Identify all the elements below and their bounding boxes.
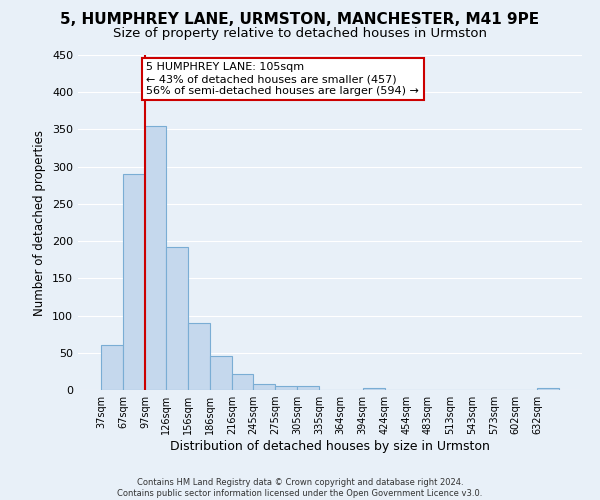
Bar: [275, 386, 298, 390]
Bar: [210, 356, 232, 390]
Bar: [166, 247, 188, 390]
Bar: [253, 384, 275, 390]
Bar: [123, 174, 145, 390]
Bar: [145, 126, 166, 390]
Text: Size of property relative to detached houses in Urmston: Size of property relative to detached ho…: [113, 28, 487, 40]
Text: 5 HUMPHREY LANE: 105sqm
← 43% of detached houses are smaller (457)
56% of semi-d: 5 HUMPHREY LANE: 105sqm ← 43% of detache…: [146, 62, 419, 96]
Y-axis label: Number of detached properties: Number of detached properties: [34, 130, 46, 316]
Bar: [232, 374, 253, 390]
Bar: [101, 346, 123, 390]
Bar: [362, 388, 385, 390]
Bar: [537, 388, 559, 390]
Bar: [188, 323, 210, 390]
Text: Contains HM Land Registry data © Crown copyright and database right 2024.
Contai: Contains HM Land Registry data © Crown c…: [118, 478, 482, 498]
Bar: [298, 386, 319, 390]
Text: 5, HUMPHREY LANE, URMSTON, MANCHESTER, M41 9PE: 5, HUMPHREY LANE, URMSTON, MANCHESTER, M…: [61, 12, 539, 28]
X-axis label: Distribution of detached houses by size in Urmston: Distribution of detached houses by size …: [170, 440, 490, 453]
